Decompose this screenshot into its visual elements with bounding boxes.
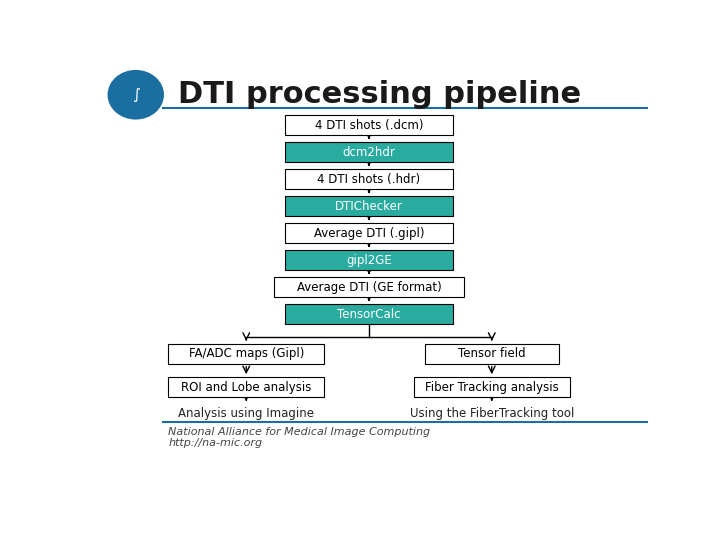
Text: Analysis using Imagine: Analysis using Imagine bbox=[179, 407, 314, 420]
Text: Using the FiberTracking tool: Using the FiberTracking tool bbox=[410, 407, 574, 420]
Text: DTI processing pipeline: DTI processing pipeline bbox=[178, 80, 581, 109]
Text: 4 DTI shots (.hdr): 4 DTI shots (.hdr) bbox=[318, 173, 420, 186]
FancyBboxPatch shape bbox=[425, 344, 559, 364]
Text: TensorCalc: TensorCalc bbox=[337, 308, 401, 321]
Ellipse shape bbox=[108, 71, 163, 119]
Text: ROI and Lobe analysis: ROI and Lobe analysis bbox=[181, 381, 312, 394]
Text: Fiber Tracking analysis: Fiber Tracking analysis bbox=[425, 381, 559, 394]
FancyBboxPatch shape bbox=[413, 377, 570, 397]
Text: gipl2GE: gipl2GE bbox=[346, 254, 392, 267]
FancyBboxPatch shape bbox=[285, 305, 453, 324]
Text: Tensor field: Tensor field bbox=[458, 347, 526, 360]
FancyBboxPatch shape bbox=[285, 196, 453, 216]
Text: ∫: ∫ bbox=[132, 87, 140, 102]
FancyBboxPatch shape bbox=[285, 142, 453, 162]
FancyBboxPatch shape bbox=[285, 115, 453, 135]
Text: FA/ADC maps (Gipl): FA/ADC maps (Gipl) bbox=[189, 347, 304, 360]
Text: National Alliance for Medical Image Computing
http://na-mic.org: National Alliance for Medical Image Comp… bbox=[168, 427, 431, 448]
FancyBboxPatch shape bbox=[285, 250, 453, 270]
FancyBboxPatch shape bbox=[168, 377, 324, 397]
FancyBboxPatch shape bbox=[274, 277, 464, 297]
FancyBboxPatch shape bbox=[285, 223, 453, 243]
PathPatch shape bbox=[114, 72, 158, 118]
Text: dcm2hdr: dcm2hdr bbox=[343, 146, 395, 159]
FancyBboxPatch shape bbox=[285, 169, 453, 189]
Text: 4 DTI shots (.dcm): 4 DTI shots (.dcm) bbox=[315, 119, 423, 132]
Text: Average DTI (GE format): Average DTI (GE format) bbox=[297, 281, 441, 294]
Text: DTIChecker: DTIChecker bbox=[335, 200, 403, 213]
FancyBboxPatch shape bbox=[168, 344, 324, 364]
Text: Average DTI (.gipl): Average DTI (.gipl) bbox=[314, 227, 424, 240]
